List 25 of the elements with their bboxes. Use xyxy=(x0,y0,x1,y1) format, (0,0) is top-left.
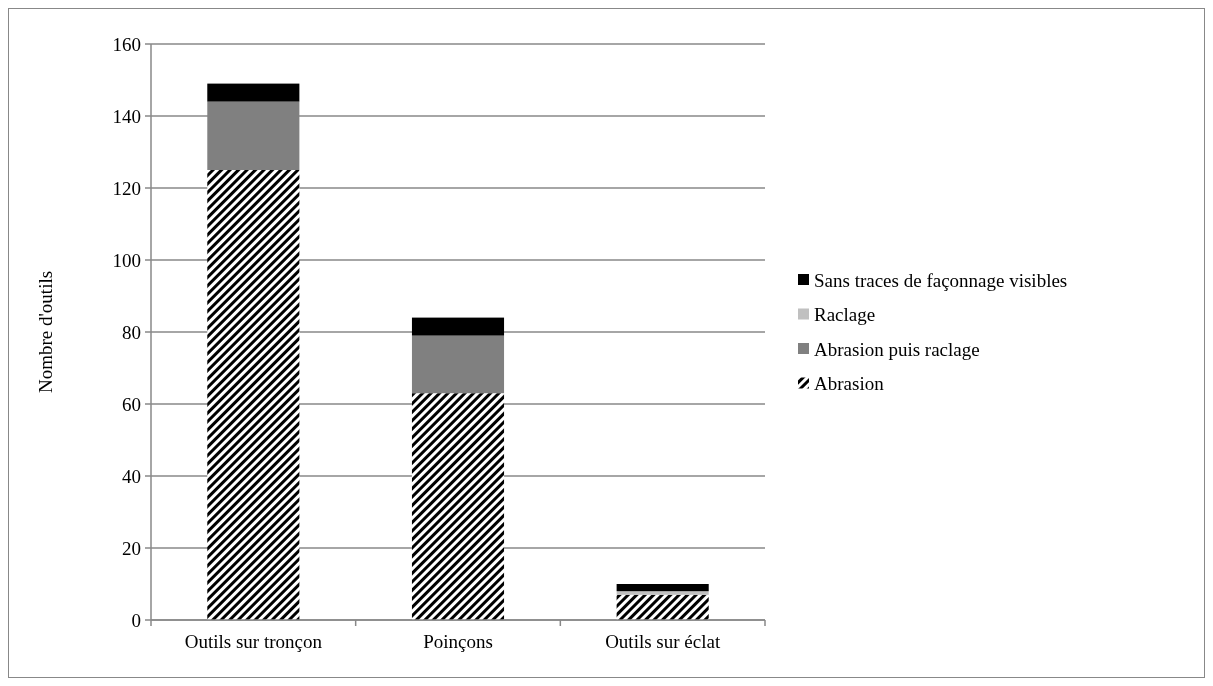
bar xyxy=(616,591,709,595)
x-tick-label: Poinçons xyxy=(423,631,493,652)
y-axis-title: Nombre d'outils xyxy=(35,270,56,394)
y-tick-label: 100 xyxy=(112,249,141,271)
y-tick-label: 160 xyxy=(112,33,141,55)
legend-label: Sans traces de façonnage visibles xyxy=(814,269,1068,291)
bar xyxy=(616,594,709,620)
legend-label: Raclage xyxy=(814,304,876,326)
y-tick-label: 120 xyxy=(112,177,141,199)
y-tick-label: 140 xyxy=(112,105,141,127)
y-tick-label: 40 xyxy=(122,465,141,487)
y-tick-label: 60 xyxy=(122,393,141,415)
bar xyxy=(207,170,300,620)
x-tick-label: Outils sur tronçon xyxy=(184,631,323,652)
legend-label: Abrasion puis raclage xyxy=(814,338,980,360)
y-tick-label: 20 xyxy=(122,537,141,559)
y-tick-label: 80 xyxy=(122,321,141,343)
bar xyxy=(207,83,300,102)
y-tick-label: 0 xyxy=(131,609,141,631)
bar xyxy=(616,584,709,592)
legend-label: Abrasion xyxy=(814,373,885,395)
bar xyxy=(411,317,505,336)
bar xyxy=(411,393,505,620)
x-tick-label: Outils sur éclat xyxy=(605,631,721,652)
bar xyxy=(411,335,505,394)
